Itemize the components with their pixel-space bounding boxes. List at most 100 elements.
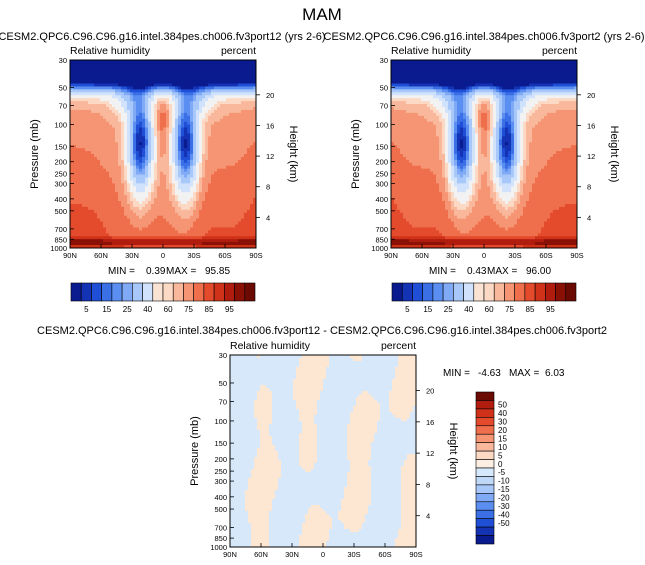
panel-3-contour-field bbox=[230, 355, 416, 547]
panel-3-ytick-label: 300 bbox=[214, 477, 227, 486]
panel-1-colorbar-swatch bbox=[111, 282, 123, 302]
panel-1-right-label: percent bbox=[221, 45, 256, 57]
panel-1-max-value: 95.85 bbox=[205, 266, 230, 277]
panel-2-colorbar-label: 5 bbox=[405, 305, 410, 314]
panel-1-ytick-label: 100 bbox=[54, 121, 67, 130]
panel-3-colorbar-label: 50 bbox=[498, 401, 507, 410]
panel-3-colorbar-swatch bbox=[475, 459, 495, 469]
panel-2-colorbar-swatch bbox=[473, 282, 485, 302]
panel-1-ytick-label: 300 bbox=[54, 179, 67, 188]
panel-2-colorbar: 5 15 25 40 60 75 85 95 bbox=[391, 282, 577, 314]
panel-1-xtick-label: 30N bbox=[125, 251, 139, 260]
panel-1-colorbar-swatch bbox=[80, 282, 92, 302]
panel-1-y2tick-label: 12 bbox=[266, 152, 274, 161]
panel-2-colorbar-swatch bbox=[555, 282, 567, 302]
panel-2-contour-field bbox=[391, 60, 577, 248]
panel-2-y2tick-label: 8 bbox=[587, 183, 591, 192]
panel-2-ytick-label: 1000 bbox=[371, 244, 388, 253]
panel-3-colorbar-swatch bbox=[475, 417, 495, 427]
panel-2-min-label: MIN = bbox=[429, 266, 456, 277]
panel-2-ytick-label: 400 bbox=[375, 195, 388, 204]
panel-1-ytick-label: 70 bbox=[59, 101, 67, 110]
panel-2-y2tick-label: 20 bbox=[587, 91, 595, 100]
panel-2-right-label: percent bbox=[542, 45, 577, 57]
panel-2-colorbar-label: 95 bbox=[546, 305, 555, 314]
panel-1-left-label: Relative humidity bbox=[70, 45, 151, 57]
panel-1-colorbar-label: 60 bbox=[164, 305, 173, 314]
panel-3-y2tick-label: 16 bbox=[426, 418, 434, 427]
panel-1-ytick-label: 200 bbox=[54, 158, 67, 167]
panel-2-left-label: Relative humidity bbox=[391, 45, 472, 57]
panel-1-title: CESM2.QPC6.C96.C96.g16.intel.384pes.ch00… bbox=[0, 31, 326, 43]
panel-3-colorbar-label: -40 bbox=[498, 510, 510, 519]
panel-1-y2tick-label: 8 bbox=[266, 183, 270, 192]
panel-1-colorbar-swatch bbox=[234, 282, 246, 302]
panel-3-colorbar-swatch bbox=[475, 476, 495, 486]
panel-3-colorbar-swatch bbox=[475, 518, 495, 528]
panel-3-colorbar-label: 30 bbox=[498, 418, 507, 427]
panel-3-xtick-label: 30S bbox=[347, 550, 360, 559]
panel-3-colorbar-label: -5 bbox=[498, 468, 506, 477]
panel-3-colorbar-swatch bbox=[475, 509, 495, 519]
panel-1-colorbar-label: 25 bbox=[123, 305, 132, 314]
panel-3-ytick-label: 250 bbox=[214, 467, 227, 476]
panel-2-y2label: Height (km) bbox=[608, 126, 620, 183]
panel-3-colorbar-label: 40 bbox=[498, 409, 507, 418]
panel-2: CESM2.QPC6.C96.C96.g16.intel.384pes.ch00… bbox=[324, 31, 645, 314]
panel-2-colorbar-swatch bbox=[514, 282, 526, 302]
panel-2-colorbar-swatch bbox=[524, 282, 536, 302]
panel-2-y2tick-label: 12 bbox=[587, 152, 595, 161]
panel-1-colorbar-swatch bbox=[172, 282, 184, 302]
panel-2-ytick-label: 30 bbox=[380, 56, 388, 65]
panel-3-ytick-label: 150 bbox=[214, 439, 227, 448]
panel-1-xtick-label: 90N bbox=[63, 251, 77, 260]
panel-2-colorbar-label: 40 bbox=[464, 305, 473, 314]
panel-2-colorbar-swatch bbox=[453, 282, 464, 302]
panel-2-colorbar-swatch bbox=[442, 282, 454, 302]
panel-1-ylabel: Pressure (mb) bbox=[29, 119, 41, 189]
panel-3-colorbar-swatch bbox=[475, 400, 495, 410]
panel-2-colorbar-swatch bbox=[401, 282, 413, 302]
panel-2-ytick-label: 300 bbox=[375, 179, 388, 188]
panel-3-ytick-label: 50 bbox=[219, 379, 227, 388]
panel-2-ylabel: Pressure (mb) bbox=[350, 119, 362, 189]
panel-1-colorbar-label: 75 bbox=[184, 305, 193, 314]
panel-3-xtick-label: 30N bbox=[285, 550, 299, 559]
panel-3-min-label: MIN = bbox=[443, 368, 470, 379]
panel-3-xtick-label: 60N bbox=[254, 550, 268, 559]
panel-1-ytick-label: 150 bbox=[54, 142, 67, 151]
panel-1-contour-field bbox=[70, 60, 256, 248]
panel-2-colorbar-label: 60 bbox=[485, 305, 494, 314]
panel-1-colorbar-label: 85 bbox=[205, 305, 214, 314]
panel-1-colorbar-swatch bbox=[224, 282, 235, 302]
panel-2-xtick-label: 0 bbox=[482, 251, 486, 260]
panel-3-colorbar-swatch bbox=[475, 442, 495, 452]
panel-1-colorbar-swatch bbox=[213, 282, 225, 302]
panel-1-xtick-label: 30S bbox=[187, 251, 200, 260]
panel-1-colorbar-swatch bbox=[142, 282, 154, 302]
panel-3-colorbar-swatch bbox=[475, 467, 495, 477]
panel-2-ytick-label: 850 bbox=[375, 235, 388, 244]
panel-2-colorbar-swatch bbox=[463, 282, 475, 302]
main-title: MAM bbox=[302, 5, 342, 24]
panel-3-colorbar-label: -20 bbox=[498, 494, 510, 503]
panel-3-colorbar-swatch bbox=[475, 391, 495, 401]
panel-3-colorbar-swatch bbox=[475, 450, 495, 460]
panel-3-y2label: Height (km) bbox=[447, 423, 459, 480]
panel-3-colorbar-swatch bbox=[475, 425, 495, 435]
panel-2-xtick-label: 30N bbox=[446, 251, 460, 260]
panel-3-colorbar-label: 0 bbox=[498, 460, 503, 469]
panel-2-colorbar-label: 85 bbox=[526, 305, 535, 314]
panel-1-colorbar-swatch bbox=[203, 282, 215, 302]
panel-3-ytick-label: 100 bbox=[214, 417, 227, 426]
panel-1-ytick-label: 700 bbox=[54, 225, 67, 234]
panel-3-max-label: MAX = bbox=[509, 368, 539, 379]
panel-1-colorbar-swatch bbox=[152, 282, 164, 302]
panel-2-ytick-label: 70 bbox=[380, 101, 388, 110]
panel-3-min-value: -4.63 bbox=[478, 368, 501, 379]
panel-3-colorbar-swatch bbox=[475, 493, 495, 503]
panel-2-max-value: 96.00 bbox=[526, 266, 551, 277]
panel-2-colorbar-swatch bbox=[412, 282, 423, 302]
panel-3-max-value: 6.03 bbox=[545, 368, 565, 379]
panel-3-xtick-label: 90N bbox=[223, 550, 237, 559]
